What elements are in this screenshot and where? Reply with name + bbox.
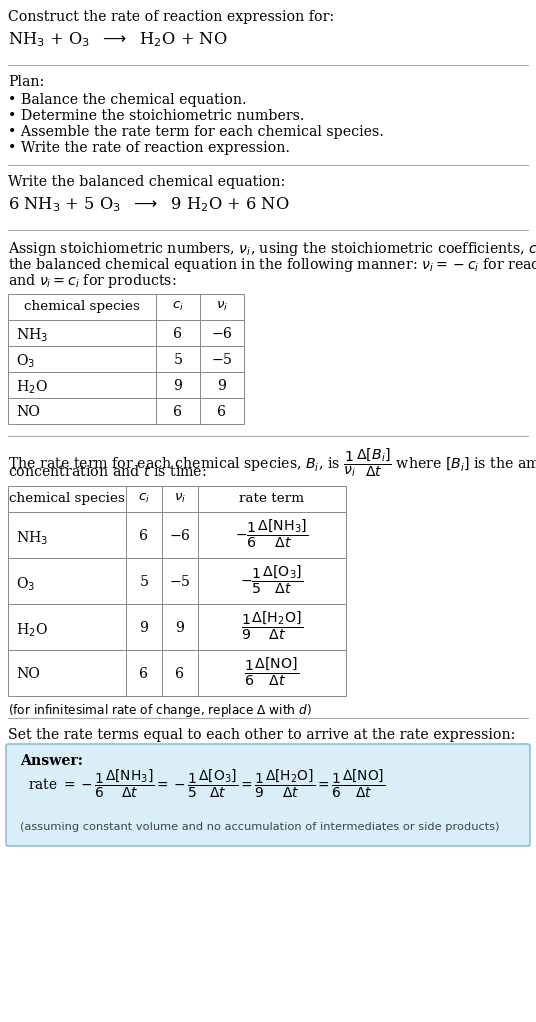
Text: • Determine the stoichiometric numbers.: • Determine the stoichiometric numbers. (8, 109, 304, 123)
Text: The rate term for each chemical species, $B_i$, is $\dfrac{1}{\nu_i}\dfrac{\Delt: The rate term for each chemical species,… (8, 446, 536, 479)
Text: concentration and $t$ is time:: concentration and $t$ is time: (8, 464, 207, 479)
Text: rate term: rate term (240, 492, 304, 505)
Text: 9: 9 (174, 379, 182, 393)
Text: Construct the rate of reaction expression for:: Construct the rate of reaction expressio… (8, 10, 334, 24)
Text: $c_i$: $c_i$ (172, 300, 184, 313)
Text: rate $= -\dfrac{1}{6}\dfrac{\Delta[\mathrm{NH_3}]}{\Delta t} = -\dfrac{1}{5}\dfr: rate $= -\dfrac{1}{6}\dfrac{\Delta[\math… (28, 768, 385, 800)
Text: $\dfrac{1}{6}\dfrac{\Delta[\mathrm{NO}]}{\Delta t}$: $\dfrac{1}{6}\dfrac{\Delta[\mathrm{NO}]}… (244, 656, 300, 689)
Text: $-\dfrac{1}{6}\dfrac{\Delta[\mathrm{NH_3}]}{\Delta t}$: $-\dfrac{1}{6}\dfrac{\Delta[\mathrm{NH_3… (235, 518, 309, 551)
Text: 6 NH$_3$ + 5 O$_3$  $\longrightarrow$  9 H$_2$O + 6 NO: 6 NH$_3$ + 5 O$_3$ $\longrightarrow$ 9 H… (8, 195, 289, 214)
Text: the balanced chemical equation in the following manner: $\nu_i = -c_i$ for react: the balanced chemical equation in the fo… (8, 256, 536, 274)
Text: NH$_3$: NH$_3$ (16, 327, 48, 344)
Text: 6: 6 (174, 405, 182, 419)
Text: $\nu_i$: $\nu_i$ (174, 492, 186, 505)
Text: −5: −5 (212, 353, 233, 367)
Text: $\dfrac{1}{9}\dfrac{\Delta[\mathrm{H_2O}]}{\Delta t}$: $\dfrac{1}{9}\dfrac{\Delta[\mathrm{H_2O}… (241, 610, 303, 643)
Text: O$_3$: O$_3$ (16, 353, 35, 370)
Text: NH$_3$ + O$_3$  $\longrightarrow$  H$_2$O + NO: NH$_3$ + O$_3$ $\longrightarrow$ H$_2$O … (8, 30, 227, 49)
Text: • Balance the chemical equation.: • Balance the chemical equation. (8, 93, 247, 107)
Text: 6: 6 (174, 327, 182, 341)
Text: 6: 6 (218, 405, 227, 419)
Text: 9: 9 (218, 379, 227, 393)
Text: −6: −6 (169, 529, 190, 544)
Text: • Write the rate of reaction expression.: • Write the rate of reaction expression. (8, 141, 290, 155)
Bar (8, 486, 346, 696)
Text: $-\dfrac{1}{5}\dfrac{\Delta[\mathrm{O_3}]}{\Delta t}$: $-\dfrac{1}{5}\dfrac{\Delta[\mathrm{O_3}… (240, 564, 303, 597)
Text: NO: NO (16, 667, 40, 682)
FancyBboxPatch shape (6, 744, 530, 846)
Text: NO: NO (16, 405, 40, 419)
Text: NH$_3$: NH$_3$ (16, 529, 48, 547)
Text: and $\nu_i = c_i$ for products:: and $\nu_i = c_i$ for products: (8, 272, 176, 290)
Text: 9: 9 (175, 621, 184, 636)
Text: −5: −5 (169, 575, 190, 590)
Text: chemical species: chemical species (24, 300, 140, 313)
Text: (for infinitesimal rate of change, replace $\Delta$ with $d$): (for infinitesimal rate of change, repla… (8, 702, 312, 719)
Text: O$_3$: O$_3$ (16, 575, 35, 593)
Text: Answer:: Answer: (20, 754, 83, 768)
Text: 5: 5 (174, 353, 183, 367)
Text: Assign stoichiometric numbers, $\nu_i$, using the stoichiometric coefficients, $: Assign stoichiometric numbers, $\nu_i$, … (8, 240, 536, 258)
Text: $\nu_i$: $\nu_i$ (216, 300, 228, 313)
Text: 6: 6 (175, 667, 184, 682)
Text: H$_2$O: H$_2$O (16, 379, 48, 397)
Text: 9: 9 (139, 621, 148, 636)
Text: −6: −6 (212, 327, 233, 341)
Text: • Assemble the rate term for each chemical species.: • Assemble the rate term for each chemic… (8, 125, 384, 139)
Text: H$_2$O: H$_2$O (16, 621, 48, 639)
Bar (8, 294, 244, 424)
Text: 6: 6 (139, 529, 148, 544)
Text: Plan:: Plan: (8, 75, 44, 89)
Text: Write the balanced chemical equation:: Write the balanced chemical equation: (8, 175, 285, 189)
Text: Set the rate terms equal to each other to arrive at the rate expression:: Set the rate terms equal to each other t… (8, 728, 516, 742)
Text: 6: 6 (139, 667, 148, 682)
Text: (assuming constant volume and no accumulation of intermediates or side products): (assuming constant volume and no accumul… (20, 822, 500, 832)
Text: 5: 5 (139, 575, 148, 590)
Text: $c_i$: $c_i$ (138, 492, 150, 505)
Text: chemical species: chemical species (9, 492, 125, 505)
